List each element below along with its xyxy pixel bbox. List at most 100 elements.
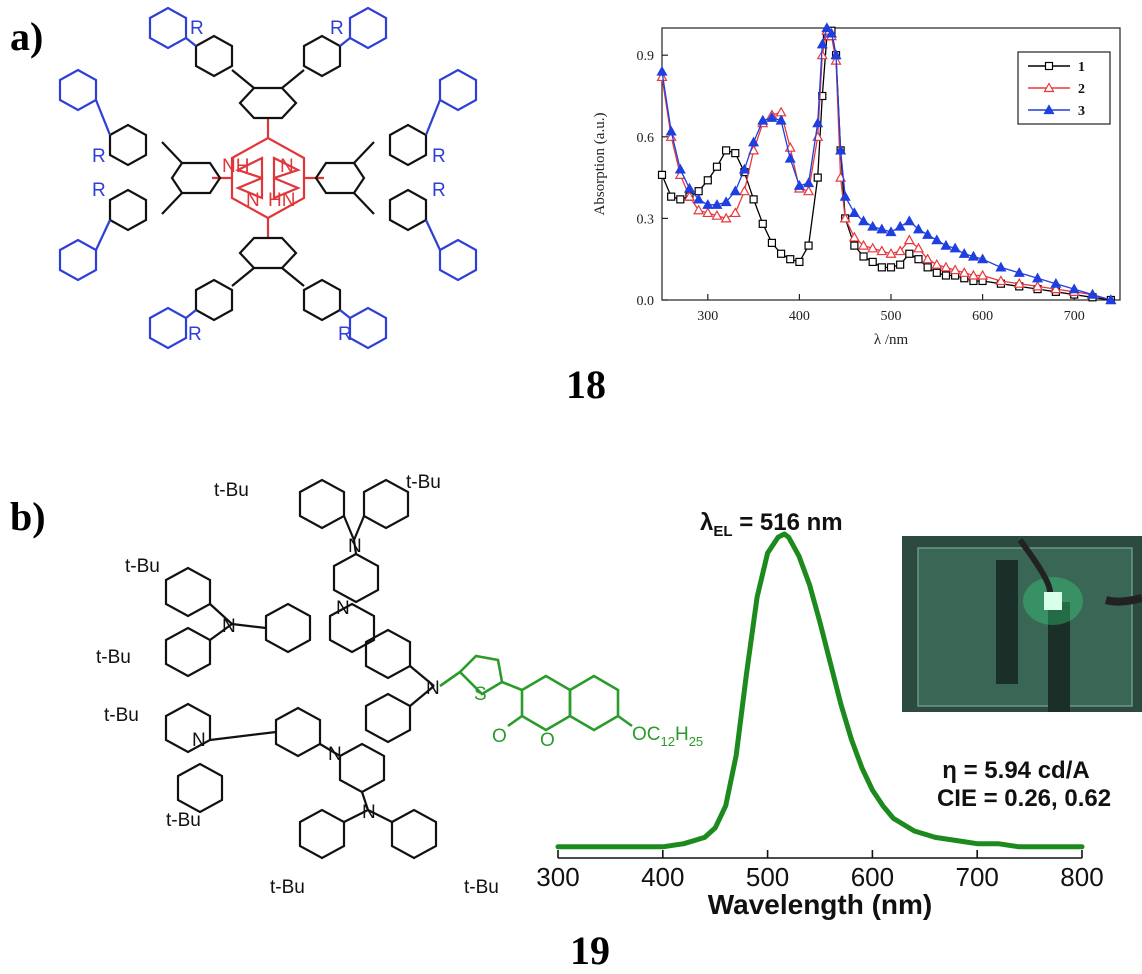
series-3-point xyxy=(748,136,760,147)
series-2-point xyxy=(903,234,915,245)
series-1-point xyxy=(804,241,813,250)
legend-entry-2: 2 xyxy=(1028,82,1085,97)
series-3-point xyxy=(803,177,815,188)
series-2-point xyxy=(720,212,732,223)
series-2-point xyxy=(848,231,860,242)
series-3-point xyxy=(656,65,668,76)
series-2-point xyxy=(949,264,961,275)
y-tick-label: 0.3 xyxy=(637,212,655,227)
thiophene-coumarin: S O O OC12H25 xyxy=(439,654,703,751)
series-3-point xyxy=(793,180,805,190)
core-atom-n2: N xyxy=(246,190,260,211)
series-2-point xyxy=(693,204,705,215)
series-1-point xyxy=(813,173,822,182)
series-1-point xyxy=(859,252,868,261)
n-atom-4: N xyxy=(426,678,440,699)
series-2-point xyxy=(803,185,815,196)
series-1-point xyxy=(868,257,877,267)
series-3-point xyxy=(835,144,847,155)
series-3-point xyxy=(857,215,870,226)
tbu-label-6: t-Bu xyxy=(166,810,201,831)
compound-19-label: 19 xyxy=(570,928,610,973)
series-1-point xyxy=(667,192,676,201)
series-3-point xyxy=(683,182,696,193)
series-3-point xyxy=(775,114,787,125)
series-3-point xyxy=(940,239,952,250)
series-2-point xyxy=(738,185,750,196)
series-3-point xyxy=(894,220,906,231)
series-3-point xyxy=(825,27,837,38)
series-2-point xyxy=(995,275,1007,286)
series-3-point xyxy=(784,152,796,163)
series-2-point xyxy=(1013,277,1025,288)
series-1-point xyxy=(776,249,786,258)
legend-label-3: 3 xyxy=(1078,104,1085,119)
r-label-4: R xyxy=(338,324,352,345)
series-3-point xyxy=(903,215,915,226)
series-1-point xyxy=(767,238,777,247)
series-3-point xyxy=(693,193,705,204)
series-2-point xyxy=(656,71,668,82)
series-2-point xyxy=(912,242,925,253)
series-1-point xyxy=(877,263,886,272)
coumarin-ring-o: O xyxy=(540,730,555,751)
meso-aryl-rings xyxy=(161,69,375,287)
series-1-point xyxy=(731,149,740,158)
series-3-point xyxy=(922,228,934,239)
core-atom-nh: NH xyxy=(222,156,249,177)
legend-entry-3: 3 xyxy=(1028,104,1085,119)
legend-label-2: 2 xyxy=(1078,82,1085,97)
series-3-point xyxy=(766,112,778,122)
el-x-axis-label: Wavelength (nm) xyxy=(708,889,933,920)
series-3-point xyxy=(702,199,714,209)
series-2-point xyxy=(775,106,787,117)
legend-label-1: 1 xyxy=(1078,60,1085,75)
series-1-point xyxy=(914,255,923,264)
r-label-1: R xyxy=(190,18,204,39)
benzyl-linkers xyxy=(108,34,428,322)
series-3-point xyxy=(912,223,925,234)
dodecyloxy-substituent: OC12H25 xyxy=(632,724,703,749)
absorption-chart: 300 400 500 600 700 0.0 0.3 0.6 0.9 Absorption (… xyxy=(592,22,1121,348)
series-2-point xyxy=(857,239,870,250)
n-atom-5: N xyxy=(328,744,342,765)
series-3-point xyxy=(729,185,741,196)
series-3-point xyxy=(1086,288,1099,299)
tbu-label-2: t-Bu xyxy=(406,472,441,493)
series-2-point xyxy=(867,242,879,253)
compound-18-label: 18 xyxy=(566,362,606,407)
series-1-point xyxy=(923,263,932,272)
series-3-point xyxy=(885,226,897,237)
series-3-line xyxy=(661,26,1111,301)
series-2-point xyxy=(940,261,952,272)
series-3-point xyxy=(1050,277,1062,288)
series-3-point xyxy=(867,220,879,231)
series-2-point xyxy=(977,269,989,280)
oled-device-photo xyxy=(902,536,1142,712)
series-1-point xyxy=(657,170,667,179)
series-3-point xyxy=(674,163,686,174)
series-3-point xyxy=(848,207,860,218)
r-label-7: R xyxy=(432,146,446,167)
series-3-point xyxy=(931,234,943,245)
el-x-tick-label: 400 xyxy=(641,862,684,892)
r-label-3: R xyxy=(188,324,202,345)
porphyrin-core: NH N N HN xyxy=(212,118,324,238)
series-2-point xyxy=(876,245,888,256)
panel-b-label: b) xyxy=(10,494,46,539)
x-tick-label: 700 xyxy=(1064,309,1085,324)
thiophene-s-atom: S xyxy=(474,684,487,705)
series-3-point xyxy=(876,223,888,234)
series-3-point xyxy=(816,38,828,49)
x-tick-label: 300 xyxy=(697,309,718,324)
series-3-point xyxy=(830,49,842,60)
series-1-point xyxy=(712,162,722,171)
legend-marker-2 xyxy=(1043,82,1055,93)
tbu-label-7: t-Bu xyxy=(270,877,305,898)
series-2-point xyxy=(1032,280,1044,291)
series-2-point xyxy=(702,207,714,218)
absorption-chart-series xyxy=(656,22,1117,305)
series-1-point xyxy=(786,255,795,264)
series-3-point xyxy=(738,163,750,174)
efficiency-annotation: η = 5.94 cd/A xyxy=(942,757,1089,784)
